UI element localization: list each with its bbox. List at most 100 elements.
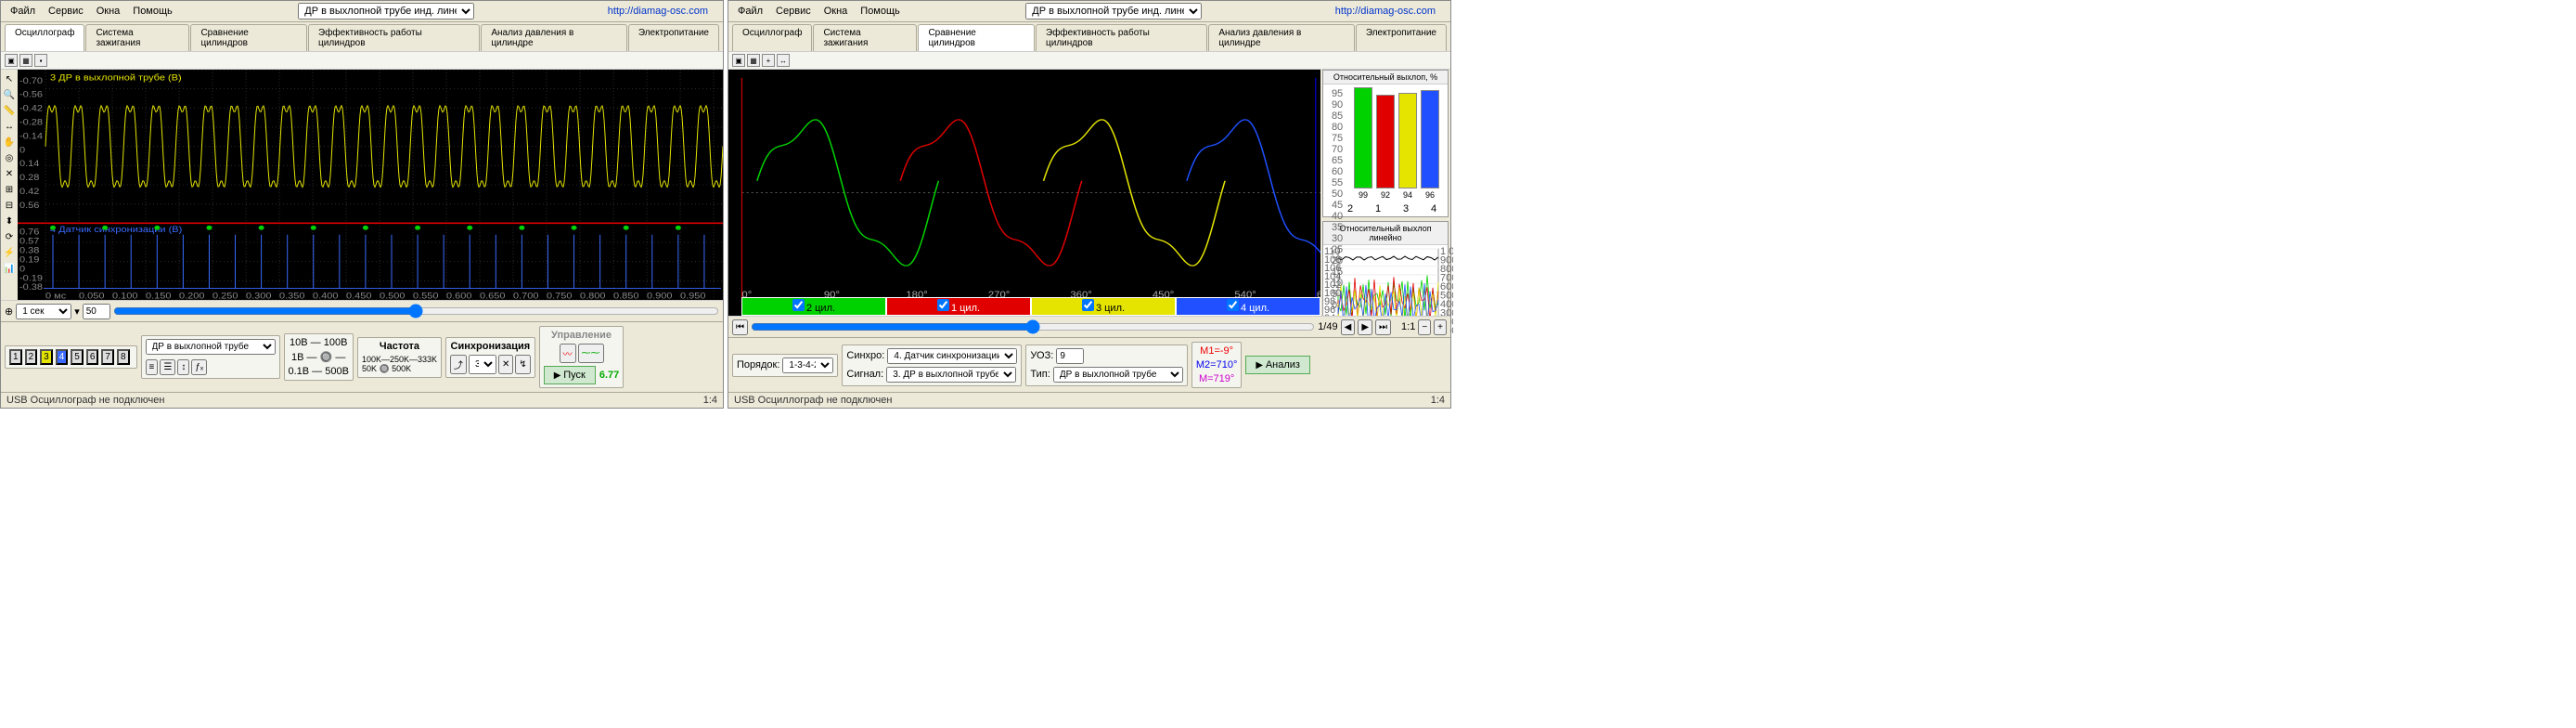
- tool-g[interactable]: ⚡: [2, 245, 17, 260]
- src-tool-2[interactable]: ☰: [160, 359, 175, 375]
- tab-ignition[interactable]: Система зажигания: [813, 24, 917, 51]
- compare-canvas[interactable]: 0°90°180°270°360°450°540°630° 2 цил. 1 ц…: [728, 70, 1320, 316]
- tool-c[interactable]: ⊞: [2, 182, 17, 197]
- cursor-icon[interactable]: ↖: [2, 72, 17, 86]
- tab-efficiency[interactable]: Эффективность работы цилиндров: [1036, 24, 1207, 51]
- tab-compare[interactable]: Сравнение цилиндров: [190, 24, 307, 51]
- menu-service[interactable]: Сервис: [770, 4, 817, 19]
- tool-2[interactable]: ▦: [747, 54, 760, 67]
- site-url[interactable]: http://diamag-osc.com: [602, 4, 714, 19]
- tool-h[interactable]: 📊: [2, 261, 17, 276]
- sync-ch[interactable]: 3: [469, 355, 496, 374]
- measure-icon[interactable]: 📏: [2, 103, 17, 118]
- tab-ignition[interactable]: Система зажигания: [85, 24, 189, 51]
- sync-t2[interactable]: ↯: [515, 355, 530, 374]
- order-select[interactable]: 1-3-4-2: [782, 358, 833, 373]
- sync-t1[interactable]: ✕: [498, 355, 513, 374]
- menu-service[interactable]: Сервис: [43, 4, 89, 19]
- cyl4-check[interactable]: [1227, 299, 1239, 311]
- signal-type-select[interactable]: ДР в выхлопной трубе инд. линейка: [1025, 3, 1202, 20]
- nav-next[interactable]: ▶: [1358, 319, 1372, 335]
- signal-type-select[interactable]: ДР в выхлопной трубе инд. линейка: [298, 3, 474, 20]
- menu-file[interactable]: Файл: [732, 4, 768, 19]
- type-select[interactable]: ДР в выхлопной трубе: [1053, 367, 1183, 383]
- tool-2[interactable]: ▦: [19, 54, 32, 67]
- ch3-btn[interactable]: 3: [40, 349, 53, 365]
- tool-d[interactable]: ⊟: [2, 198, 17, 213]
- menu-file[interactable]: Файл: [5, 4, 41, 19]
- tool-b[interactable]: ✕: [2, 166, 17, 181]
- ch2-btn[interactable]: 2: [25, 349, 38, 365]
- tab-oscillograph[interactable]: Осциллограф: [732, 24, 812, 51]
- mode-scope[interactable]: 〰: [560, 344, 576, 363]
- svg-text:0.700: 0.700: [513, 292, 539, 300]
- sync-panel: Синхронизация ⤴ 3 ✕ ↯: [445, 337, 535, 378]
- tool-a[interactable]: ◎: [2, 150, 17, 165]
- cyl1-check[interactable]: [937, 299, 949, 311]
- svg-text:0.400: 0.400: [313, 292, 339, 300]
- tool-e[interactable]: ⬍: [2, 214, 17, 228]
- signal-select[interactable]: 3. ДР в выхлопной трубе: [886, 367, 1016, 383]
- tool-3[interactable]: +: [762, 54, 775, 67]
- ch6-btn[interactable]: 6: [86, 349, 99, 365]
- tab-oscillograph[interactable]: Осциллограф: [5, 24, 84, 51]
- svg-text:0.500: 0.500: [380, 292, 406, 300]
- mode-roll[interactable]: ⁓⁓: [578, 344, 604, 363]
- tab-power[interactable]: Электропитание: [628, 24, 719, 51]
- nav-first[interactable]: ⏮: [732, 319, 748, 335]
- sync-select[interactable]: 4. Датчик синхронизации: [887, 348, 1017, 364]
- hand-icon[interactable]: ✋: [2, 135, 17, 150]
- source-select[interactable]: ДР в выхлопной трубе: [146, 339, 276, 355]
- ch1-btn[interactable]: 1: [9, 349, 22, 365]
- cyl2-check[interactable]: [792, 299, 805, 311]
- cyl-seg-2[interactable]: 2 цил.: [741, 297, 886, 316]
- site-url[interactable]: http://diamag-osc.com: [1330, 4, 1441, 19]
- tool-4[interactable]: ↔: [777, 54, 790, 67]
- tab-pressure[interactable]: Анализ давления в цилиндре: [1208, 24, 1355, 51]
- nav-last[interactable]: ⏭: [1375, 319, 1391, 335]
- src-tool-3[interactable]: ↕: [177, 359, 189, 375]
- uoz-input[interactable]: [1056, 348, 1084, 364]
- tool-f[interactable]: ⟳: [2, 229, 17, 244]
- menu-windows[interactable]: Окна: [91, 4, 126, 19]
- src-tool-1[interactable]: ≡: [146, 359, 159, 375]
- menu-help[interactable]: Помощь: [127, 4, 178, 19]
- cyl-seg-1[interactable]: 1 цил.: [886, 297, 1031, 316]
- status-text: USB Осциллограф не подключен: [6, 395, 164, 406]
- sync-mode[interactable]: ⤴: [450, 355, 467, 374]
- tab-compare[interactable]: Сравнение цилиндров: [918, 24, 1035, 51]
- tool-1[interactable]: ▣: [732, 54, 745, 67]
- zoom-in[interactable]: +: [1434, 319, 1447, 335]
- cyl3-check[interactable]: [1082, 299, 1094, 311]
- cyl-seg-3[interactable]: 3 цил.: [1031, 297, 1176, 316]
- analyze-button[interactable]: ▶ Анализ: [1245, 356, 1310, 374]
- ch5-btn[interactable]: 5: [71, 349, 84, 365]
- waveform-canvas[interactable]: 3 ДР в выхлопной трубе (В)-0.70-0.56-0.4…: [18, 70, 723, 300]
- timebase-select[interactable]: 1 сек: [16, 304, 71, 319]
- menu-help[interactable]: Помощь: [855, 4, 906, 19]
- status-ratio: 1:4: [1431, 395, 1445, 406]
- samples-input[interactable]: [83, 304, 110, 319]
- src-tool-4[interactable]: ƒₓ: [191, 359, 207, 375]
- bars-title: Относительный выхлоп, %: [1323, 71, 1448, 84]
- nav-slider[interactable]: [751, 318, 1315, 335]
- tab-efficiency[interactable]: Эффективность работы цилиндров: [308, 24, 480, 51]
- run-button[interactable]: ▶ Пуск: [544, 366, 596, 384]
- tool-3[interactable]: ▪: [34, 54, 47, 67]
- tool-1[interactable]: ▣: [5, 54, 18, 67]
- move-icon[interactable]: ↔: [2, 119, 17, 134]
- voltage-panel: 10B — 100B 1B — 🔘 — 0.1B — 500B: [284, 333, 354, 381]
- ch7-btn[interactable]: 7: [101, 349, 114, 365]
- ch8-btn[interactable]: 8: [117, 349, 130, 365]
- nav-prev[interactable]: ◀: [1341, 319, 1356, 335]
- zoom-out[interactable]: −: [1418, 319, 1431, 335]
- scroll-slider[interactable]: [113, 303, 719, 319]
- right-side-panels: Относительный выхлоп, % 9590858075706560…: [1320, 70, 1450, 316]
- tab-power[interactable]: Электропитание: [1356, 24, 1447, 51]
- menu-windows[interactable]: Окна: [818, 4, 854, 19]
- tab-pressure[interactable]: Анализ давления в цилиндре: [481, 24, 627, 51]
- cyl-seg-4[interactable]: 4 цил.: [1176, 297, 1320, 316]
- clock-icon: ⊕: [5, 306, 13, 318]
- ch4-btn[interactable]: 4: [56, 349, 69, 365]
- zoom-icon[interactable]: 🔍: [2, 87, 17, 102]
